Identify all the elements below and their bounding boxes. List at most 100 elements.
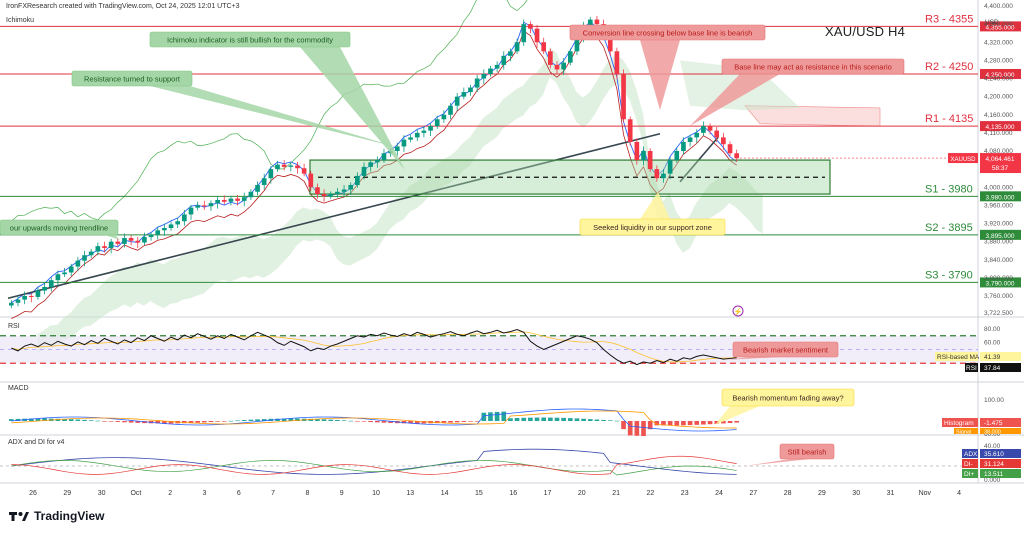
macd-histogram-bar bbox=[335, 420, 340, 421]
x-tick-label: 27 bbox=[749, 490, 757, 497]
candle-body bbox=[408, 137, 413, 140]
candle-body bbox=[8, 302, 14, 306]
candle-body bbox=[541, 42, 547, 52]
macd-hist-tag bbox=[942, 418, 978, 427]
adx-series-tag bbox=[962, 459, 978, 468]
candle-body bbox=[308, 173, 314, 188]
macd-histogram-bar bbox=[95, 420, 101, 422]
candle-body bbox=[501, 55, 507, 65]
candle-body bbox=[55, 274, 61, 281]
rsi-tick-label: 60.00 bbox=[984, 340, 1001, 347]
macd-histogram-bar bbox=[534, 417, 540, 421]
countdown-label: 58:37 bbox=[992, 165, 1009, 172]
level-price-tag bbox=[980, 121, 1021, 132]
macd-histogram-bar bbox=[374, 421, 380, 423]
rsi-label: RSI bbox=[8, 323, 20, 330]
candle-body bbox=[674, 151, 680, 161]
macd-histogram-bar bbox=[361, 421, 367, 422]
candle-body bbox=[574, 37, 580, 52]
macd-histogram-bar bbox=[567, 418, 573, 421]
candle-body bbox=[621, 73, 626, 120]
x-tick-label: 13 bbox=[406, 490, 414, 497]
price-tick-label: 4,320.000 bbox=[984, 39, 1013, 46]
candle-body bbox=[348, 184, 354, 190]
level-price-tag bbox=[980, 229, 1021, 240]
macd-histogram-bar bbox=[321, 419, 327, 421]
candle-body bbox=[241, 197, 247, 201]
x-tick-label: 14 bbox=[441, 490, 449, 497]
candle-body bbox=[175, 221, 181, 225]
candle-body bbox=[508, 51, 513, 56]
symbol-tag bbox=[948, 153, 978, 164]
level-price-label: 3,790.000 bbox=[986, 280, 1015, 287]
macd-histogram-bar bbox=[641, 421, 646, 437]
macd-histogram-bar bbox=[674, 421, 680, 426]
price-tick-label: 4,110.000 bbox=[984, 130, 1013, 137]
macd-histogram-bar bbox=[468, 421, 473, 422]
candle-body bbox=[661, 173, 666, 179]
annotation-pointer bbox=[725, 357, 780, 360]
annotation-box bbox=[0, 219, 119, 236]
candle-body bbox=[707, 126, 713, 131]
x-tick-label: 24 bbox=[715, 490, 723, 497]
candle-body bbox=[168, 224, 174, 229]
adx-value-tag bbox=[980, 469, 1021, 478]
symbol-label: XAUUSD bbox=[950, 157, 976, 163]
candle-body bbox=[534, 28, 540, 43]
macd-histogram-bar bbox=[694, 421, 700, 425]
macd-histogram-bar bbox=[328, 419, 334, 421]
x-tick-label: 29 bbox=[63, 490, 71, 497]
candle-body bbox=[288, 165, 294, 167]
candle-body bbox=[734, 153, 740, 159]
adx-label: ADX and DI for v4 bbox=[8, 439, 65, 446]
macd-signal-value-tag bbox=[980, 428, 1021, 434]
macd-histogram-bar bbox=[614, 420, 620, 422]
candle-body bbox=[82, 255, 87, 261]
candle-body bbox=[528, 24, 533, 29]
candle-body bbox=[394, 146, 400, 152]
adx-value-label: 31.124 bbox=[984, 461, 1004, 468]
macd-histogram-bar bbox=[601, 419, 606, 421]
candle-body bbox=[428, 126, 433, 131]
candle-body bbox=[441, 114, 447, 120]
rsi-ma-value-tag bbox=[980, 352, 1021, 361]
candle-body bbox=[301, 168, 307, 174]
candle-body bbox=[295, 165, 300, 169]
macd-histogram-bar bbox=[248, 419, 254, 421]
candle-body bbox=[142, 237, 147, 243]
level-price-label: 4,250.000 bbox=[986, 72, 1015, 79]
macd-histogram-bar bbox=[82, 419, 87, 421]
candle-body bbox=[28, 296, 34, 298]
annotation-text: Bearish market sentiment bbox=[743, 346, 829, 355]
macd-label: MACD bbox=[8, 385, 29, 392]
candle-body bbox=[461, 92, 467, 97]
macd-histogram-bar bbox=[281, 418, 287, 421]
macd-histogram-bar bbox=[634, 421, 640, 436]
last-price-tag bbox=[980, 153, 1021, 174]
candle-body bbox=[381, 153, 387, 161]
macd-histogram-bar bbox=[441, 421, 447, 423]
candle-body bbox=[681, 141, 686, 152]
adx-value-tag bbox=[980, 459, 1021, 468]
macd-histogram-bar bbox=[135, 421, 141, 423]
candle-body bbox=[488, 68, 493, 74]
candle-body bbox=[128, 238, 134, 241]
candle-body bbox=[315, 187, 320, 195]
annotation-text: Base line may act as resistance in this … bbox=[734, 63, 892, 72]
macd-histogram-bar bbox=[408, 421, 413, 424]
macd-histogram-bar bbox=[108, 421, 114, 422]
candle-body bbox=[255, 184, 260, 192]
x-tick-label: 22 bbox=[647, 490, 655, 497]
candle-body bbox=[355, 175, 360, 185]
candle-body bbox=[95, 246, 101, 252]
macd-histogram-bar bbox=[454, 421, 460, 423]
macd-histogram-bar bbox=[574, 418, 580, 421]
x-tick-label: 26 bbox=[29, 490, 37, 497]
event-marker-glyph: ⚡ bbox=[734, 307, 743, 316]
candle-body bbox=[694, 132, 700, 138]
macd-histogram-bar bbox=[308, 418, 314, 421]
x-tick-label: 6 bbox=[237, 490, 241, 497]
level-price-label: 4,135.000 bbox=[986, 124, 1015, 131]
level-price-tag bbox=[980, 68, 1021, 79]
